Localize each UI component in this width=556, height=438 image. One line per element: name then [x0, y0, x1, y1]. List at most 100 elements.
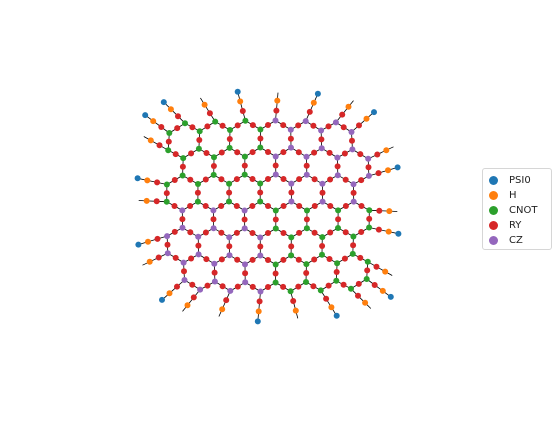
node-cz — [211, 260, 218, 267]
node-cz — [303, 171, 310, 178]
node-cz — [288, 144, 294, 151]
node-cnot — [335, 207, 342, 214]
node-ry — [219, 122, 226, 129]
legend-marker-cnot — [489, 206, 498, 215]
node-cnot — [226, 144, 233, 151]
node-cz — [179, 224, 186, 231]
node-ry — [371, 282, 378, 288]
node-ry — [249, 256, 256, 263]
node-cnot — [195, 181, 201, 187]
node-ry — [226, 136, 233, 142]
node-cnot — [227, 127, 233, 133]
node-h — [362, 299, 369, 306]
node-ry — [265, 230, 271, 236]
node-ry — [280, 176, 287, 182]
node-cz — [227, 287, 234, 294]
node-cz — [226, 252, 233, 259]
node-cz — [257, 252, 264, 259]
node-cnot — [272, 225, 279, 232]
node-cnot — [166, 130, 173, 136]
node-ry — [172, 151, 179, 158]
node-cz — [195, 233, 202, 240]
node-ry — [241, 216, 248, 223]
node-ry — [296, 203, 303, 209]
node-cnot — [366, 224, 373, 231]
node-cz — [272, 153, 279, 160]
node-ry — [154, 179, 161, 186]
node-cnot — [272, 279, 279, 286]
node-cnot — [210, 171, 217, 178]
node-ry — [158, 124, 165, 130]
node-ry — [188, 150, 195, 157]
node-h — [143, 197, 150, 204]
node-ry — [171, 203, 178, 209]
node-cnot — [241, 153, 248, 160]
node-h — [345, 103, 352, 110]
node-ry — [172, 254, 179, 261]
node-ry — [318, 136, 325, 143]
node-ry — [280, 230, 287, 236]
node-ry — [241, 162, 248, 169]
node-h — [147, 137, 154, 144]
node-psi0 — [142, 112, 149, 119]
node-ry — [171, 228, 178, 235]
node-cnot — [226, 180, 233, 187]
node-cnot — [212, 118, 219, 125]
node-ry — [188, 255, 195, 262]
node-ry — [357, 254, 364, 261]
node-ry — [249, 203, 256, 209]
node-ry — [272, 162, 279, 169]
node-psi0 — [135, 241, 142, 248]
legend-marker-psi0 — [489, 176, 498, 185]
node-ry — [196, 137, 203, 143]
node-ry — [242, 270, 249, 277]
node-h — [255, 308, 262, 315]
node-ry — [164, 241, 171, 248]
node-ry — [311, 203, 318, 209]
node-cz — [164, 250, 171, 257]
node-h — [166, 290, 173, 297]
node-ry — [280, 283, 287, 290]
node-ry — [265, 284, 271, 290]
node-ry — [187, 229, 194, 236]
node-ry — [364, 267, 371, 274]
node-ry — [226, 189, 233, 196]
legend-item-h: H — [489, 188, 551, 203]
node-ry — [358, 229, 365, 235]
node-ry — [187, 203, 194, 209]
node-cnot — [163, 198, 170, 205]
node-ry — [204, 282, 211, 289]
node-ry — [334, 163, 341, 170]
node-ry — [272, 216, 279, 223]
node-ry — [325, 123, 332, 130]
node-ry — [265, 203, 271, 209]
node-cz — [334, 154, 341, 161]
node-cnot — [242, 117, 249, 124]
node-ry — [181, 268, 187, 275]
node-ry — [210, 163, 217, 169]
node-ry — [189, 281, 196, 288]
node-cz — [210, 207, 217, 214]
node-cz — [332, 119, 339, 126]
node-ry — [179, 216, 186, 223]
node-cnot — [257, 126, 264, 133]
node-ry — [257, 135, 264, 142]
node-h — [363, 115, 370, 122]
node-h — [184, 302, 191, 309]
node-cnot — [165, 147, 172, 154]
legend-item-psi0: PSI0 — [489, 173, 551, 188]
legend-item-cz: CZ — [489, 233, 551, 248]
node-cnot — [180, 155, 187, 162]
node-cnot — [194, 198, 201, 205]
node-cz — [211, 278, 218, 285]
node-ry — [211, 269, 218, 276]
node-h — [146, 258, 153, 265]
node-ry — [210, 216, 217, 223]
node-ry — [280, 122, 287, 129]
node-ry — [223, 297, 230, 304]
node-cz — [242, 261, 248, 268]
node-cnot — [364, 258, 371, 265]
node-cz — [197, 286, 204, 293]
node-ry — [341, 150, 348, 157]
